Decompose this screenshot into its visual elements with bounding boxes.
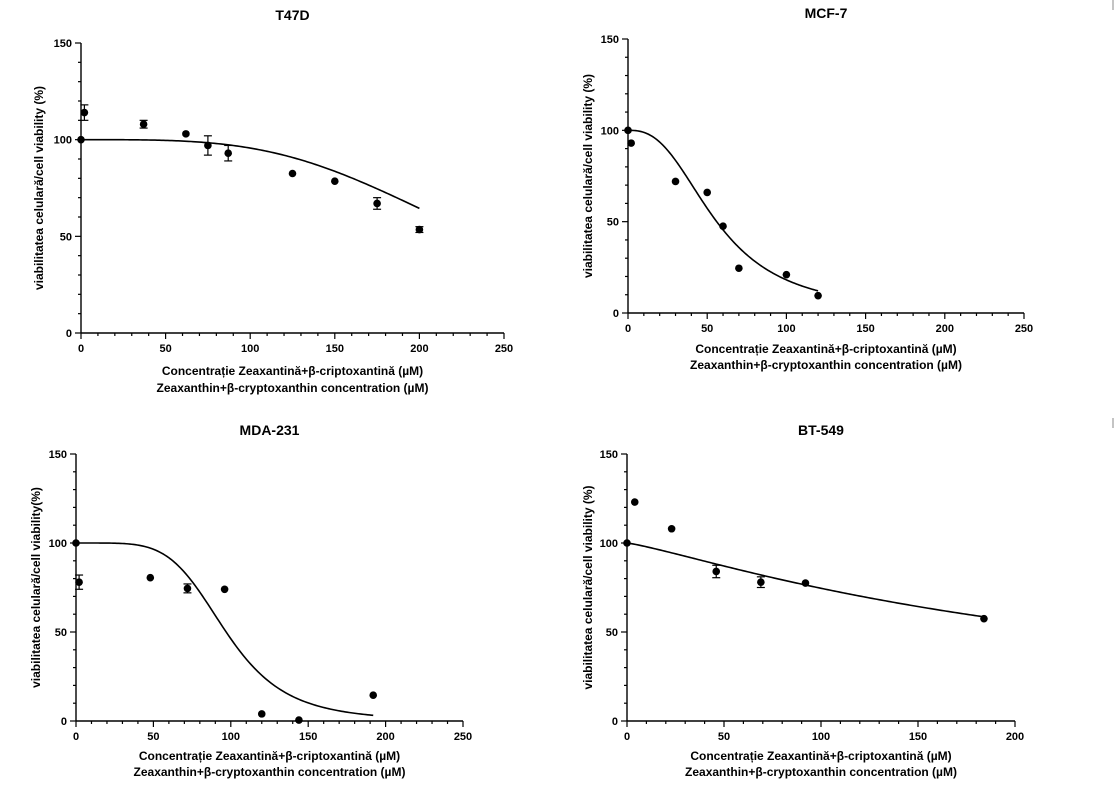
x-axis-label-ro: Concentrație Zeaxantină+β-criptoxantină … bbox=[162, 364, 423, 378]
y-axis-label: viabilitatea celulară/cell viability (%) bbox=[581, 74, 595, 278]
data-point bbox=[667, 524, 676, 533]
x-tick-label: 250 bbox=[454, 731, 472, 743]
x-axis-label-en: Zeaxanthin+β-cryptoxanthin concentration… bbox=[690, 358, 962, 372]
y-tick-label: 150 bbox=[601, 34, 619, 46]
x-tick-label: 50 bbox=[147, 731, 159, 743]
y-tick-label: 0 bbox=[66, 328, 72, 340]
data-point bbox=[623, 539, 631, 547]
data-point bbox=[624, 126, 632, 135]
data-point bbox=[373, 199, 381, 208]
data-point bbox=[288, 169, 297, 178]
data-point bbox=[224, 149, 233, 157]
y-axis-label: viabilitatea celulară/cell viability (%) bbox=[32, 86, 46, 290]
y-tick-label: 50 bbox=[60, 231, 72, 243]
x-tick-label: 200 bbox=[376, 731, 394, 743]
data-point bbox=[980, 614, 988, 623]
chart-title: BT-549 bbox=[798, 422, 844, 438]
y-tick-label: 0 bbox=[613, 308, 619, 320]
x-axis-label-ro: Concentrație Zeaxantină+β-criptoxantină … bbox=[690, 749, 951, 763]
y-tick-label: 100 bbox=[601, 125, 619, 137]
x-axis-label-ro: Concentrație Zeaxantină+β-criptoxantină … bbox=[139, 749, 400, 763]
x-tick-label: 200 bbox=[1006, 731, 1024, 743]
data-point bbox=[369, 691, 378, 699]
x-axis-label-ro: Concentrație Zeaxantină+β-criptoxantină … bbox=[695, 342, 956, 356]
chart-panel-t47d: T47D 0 50 100 150 0 50 100 150 200 250 viabilitatea… bbox=[32, 7, 513, 395]
y-tick-label: 100 bbox=[49, 538, 67, 550]
data-point bbox=[782, 270, 791, 279]
x-tick-label: 100 bbox=[812, 731, 830, 743]
data-point bbox=[757, 578, 765, 586]
chart-panel-mcf7: MCF-7 0 50 100 150 0 50 100 150 200 250 viabilitate… bbox=[581, 5, 1033, 372]
chart-title: MCF-7 bbox=[805, 5, 848, 21]
data-point bbox=[735, 264, 743, 273]
y-axis-label: viabilitatea celulară/cell viability (%) bbox=[581, 485, 595, 689]
y-tick-label: 0 bbox=[612, 716, 618, 728]
data-point bbox=[703, 188, 711, 197]
x-tick-label: 50 bbox=[718, 731, 730, 743]
x-tick-label: 150 bbox=[299, 731, 317, 743]
y-axis-label: viabilitatea celulară/cell viability(%) bbox=[29, 487, 43, 688]
chart-panel-mda231: MDA-231 0 50 100 150 0 50 100 150 200 250 viabilita… bbox=[29, 422, 472, 779]
data-point bbox=[627, 139, 635, 147]
fit-curve bbox=[81, 138, 420, 210]
data-point bbox=[671, 177, 680, 186]
data-point bbox=[146, 573, 155, 582]
fit-curve bbox=[76, 542, 374, 717]
y-tick-label: 50 bbox=[55, 627, 67, 639]
data-point bbox=[814, 291, 822, 300]
x-axis-label-en: Zeaxanthin+β-cryptoxanthin concentration… bbox=[157, 381, 429, 395]
x-tick-label: 150 bbox=[909, 731, 927, 743]
y-tick-label: 50 bbox=[607, 217, 619, 229]
data-point bbox=[72, 539, 80, 547]
y-tick-label: 150 bbox=[600, 449, 618, 461]
x-tick-label: 100 bbox=[777, 323, 795, 335]
x-tick-label: 200 bbox=[936, 323, 954, 335]
y-tick-label: 50 bbox=[606, 627, 618, 639]
y-tick-label: 150 bbox=[49, 449, 67, 461]
chart-title: MDA-231 bbox=[240, 422, 300, 438]
x-axis-label-en: Zeaxanthin+β-cryptoxanthin concentration… bbox=[685, 765, 957, 779]
x-tick-label: 150 bbox=[326, 343, 344, 355]
data-point bbox=[182, 130, 190, 138]
x-axis-label-en: Zeaxanthin+β-cryptoxanthin concentration… bbox=[134, 765, 406, 779]
y-tick-label: 150 bbox=[54, 38, 72, 50]
x-tick-label: 100 bbox=[222, 731, 240, 743]
x-tick-label: 0 bbox=[73, 731, 79, 743]
data-point bbox=[257, 710, 266, 718]
data-point bbox=[630, 498, 639, 506]
x-tick-label: 250 bbox=[495, 343, 513, 355]
x-tick-label: 250 bbox=[1015, 323, 1033, 335]
x-tick-label: 0 bbox=[78, 343, 84, 355]
data-point bbox=[75, 578, 83, 586]
x-tick-label: 200 bbox=[410, 343, 428, 355]
data-point bbox=[719, 222, 727, 231]
data-point bbox=[80, 108, 89, 117]
data-point bbox=[220, 585, 229, 594]
data-point bbox=[801, 579, 810, 587]
fit-curve bbox=[627, 129, 819, 292]
data-point bbox=[183, 584, 192, 593]
x-tick-label: 50 bbox=[701, 323, 713, 335]
x-tick-label: 50 bbox=[159, 343, 171, 355]
data-point bbox=[295, 716, 303, 724]
x-tick-label: 150 bbox=[856, 323, 874, 335]
chart-panel-bt549: BT-549 0 50 100 150 0 50 100 150 200 viabilitatea … bbox=[581, 422, 1024, 779]
y-tick-label: 0 bbox=[61, 716, 67, 728]
chart-title: T47D bbox=[275, 7, 309, 23]
y-tick-label: 100 bbox=[54, 135, 72, 147]
y-tick-label: 100 bbox=[600, 538, 618, 550]
data-point bbox=[204, 141, 212, 150]
data-point bbox=[415, 225, 424, 234]
data-point bbox=[331, 177, 339, 186]
data-point bbox=[139, 120, 148, 128]
data-point bbox=[77, 135, 85, 144]
data-point bbox=[712, 567, 721, 576]
x-tick-label: 0 bbox=[625, 323, 631, 335]
x-tick-label: 100 bbox=[241, 343, 259, 355]
x-tick-label: 0 bbox=[624, 731, 630, 743]
